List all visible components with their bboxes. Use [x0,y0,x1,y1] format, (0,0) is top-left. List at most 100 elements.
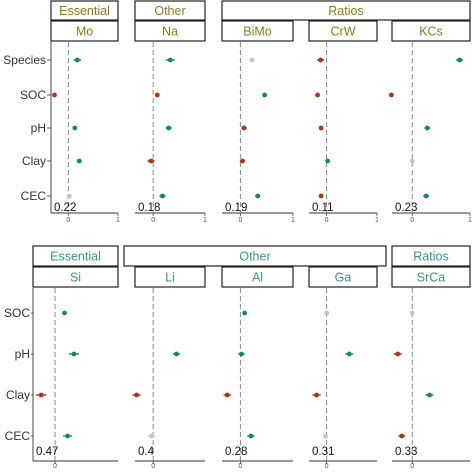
x-tick-label: 0 [53,463,57,470]
panel-title: Li [165,271,175,285]
x-tick-label: 0 [325,217,329,224]
estimate-point [148,158,154,164]
estimate-point [62,310,67,316]
panel-strip-box [221,266,294,288]
estimate-point [149,433,154,439]
estimate-point [65,433,71,439]
x-tick-label: 0 [151,463,155,470]
estimate-point [239,351,244,357]
estimate-point [324,310,330,316]
panel-strip-box [308,266,378,288]
panel-strip-box [221,20,294,42]
estimate-point [346,351,352,357]
estimate-point [323,433,329,439]
r2-label: 0.19 [225,202,247,214]
panel-strip-box [50,20,119,42]
x-tick-label: 0 [66,217,70,224]
r2-label: 0.28 [225,446,247,458]
estimate-point [318,125,324,131]
row-label: CEC [5,429,31,443]
estimate-point [38,392,44,398]
group-strip-box [50,0,119,21]
group-strip-label: Essential [59,4,110,18]
x-tick-label: 0 [410,463,414,470]
estimate-point [66,193,72,199]
estimate-point [174,351,179,357]
estimate-point [160,193,165,199]
estimate-point [76,158,82,164]
estimate-point [241,125,247,131]
panel-title: Ga [335,271,352,285]
estimate-point [74,57,80,63]
panel-title: CrW [331,25,356,39]
estimate-point [325,158,331,164]
estimate-point [224,392,230,398]
estimate-point [134,392,139,398]
estimate-point [255,193,261,199]
estimate-point [399,433,405,439]
estimate-point [249,57,255,63]
panel-title: BiMo [243,25,272,39]
group-strip-label: Essential [50,250,101,264]
x-tick-label: 1 [291,217,295,224]
panel-title: Al [252,271,263,285]
x-tick-label: 1 [375,217,379,224]
panel-title: Mo [76,25,93,39]
estimate-point [262,92,267,98]
row-label: Clay [6,388,30,402]
group-strip-box [221,0,471,21]
x-tick-label: 0 [325,463,329,470]
x-tick-label: 1 [203,217,207,224]
estimate-point [52,92,57,98]
panel-strip-box [391,20,471,42]
group-strip-box [32,245,119,267]
x-tick-label: 0 [410,217,414,224]
estimate-point [242,310,248,316]
group-strip-label: Ratios [413,250,448,264]
estimate-point [389,92,394,98]
row-label: Clay [22,154,46,168]
estimate-point [240,158,245,164]
x-tick-label: 0 [151,217,155,224]
estimate-point [166,125,172,131]
row-label: SOC [20,88,46,102]
estimate-point [424,125,430,131]
estimate-point [71,351,77,357]
panel-strip-box [134,20,206,42]
x-tick-label: 1 [468,217,472,224]
estimate-point [154,92,160,98]
r2-label: 0.4 [138,446,155,458]
estimate-point [315,92,320,98]
panel-title: Na [162,25,178,39]
group-strip-label: Ratios [328,4,363,18]
estimate-point [72,125,78,131]
r2-label: 0.23 [395,202,417,214]
x-tick-label: 1 [116,217,120,224]
r2-label: 0.22 [54,202,76,214]
group-strip-box [391,245,471,267]
estimate-point [427,392,432,398]
row-label: SOC [4,306,30,320]
estimate-point [423,193,429,199]
panel-title: SrCa [417,271,446,285]
panel-strip-box [391,266,471,288]
group-strip-box [134,0,206,21]
row-label: pH [31,121,46,135]
row-label: pH [15,347,30,361]
row-label: CEC [21,189,47,203]
x-tick-label: 0 [238,217,242,224]
estimate-point [248,433,254,439]
panel-strip-box [134,266,206,288]
group-strip-label: Other [154,4,185,18]
estimate-point [409,310,415,316]
panel-title: KCs [419,25,443,39]
panel-strip-box [32,266,119,288]
group-strip-label: Other [239,250,270,264]
r2-label: 0.11 [312,202,334,214]
r2-label: 0.33 [395,446,417,458]
estimate-point [167,57,173,63]
estimate-point [318,57,323,63]
estimate-point [395,351,401,357]
panel-strip-box [308,20,378,42]
